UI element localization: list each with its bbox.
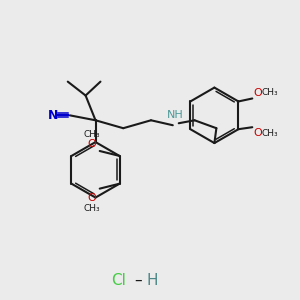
Text: NH: NH (167, 110, 183, 120)
Text: O: O (87, 193, 96, 202)
Text: O: O (254, 128, 262, 138)
Text: –: – (134, 273, 142, 288)
Text: CH₃: CH₃ (262, 129, 278, 138)
Text: O: O (254, 88, 262, 98)
Text: O: O (87, 139, 96, 149)
Text: CH₃: CH₃ (83, 204, 100, 213)
Text: N: N (48, 109, 58, 122)
Text: CH₃: CH₃ (262, 88, 278, 97)
Text: CH₃: CH₃ (83, 130, 100, 139)
Text: Cl: Cl (111, 273, 126, 288)
Text: H: H (146, 273, 158, 288)
